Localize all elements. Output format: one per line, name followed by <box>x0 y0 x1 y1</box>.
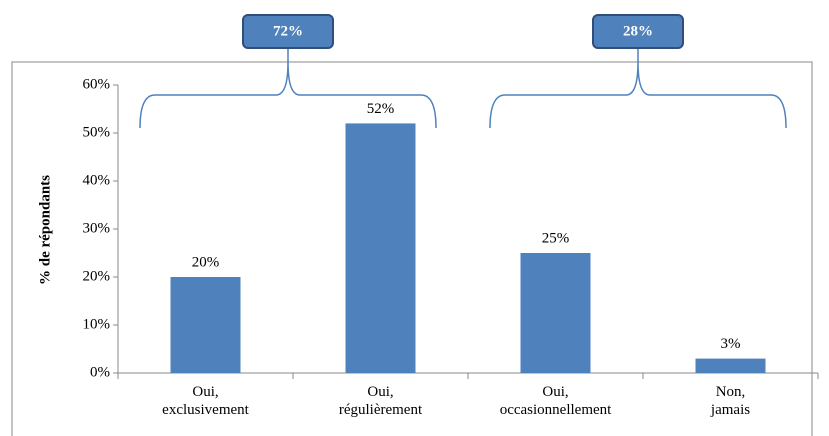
bracket <box>489 61 787 129</box>
y-tick-label: 50% <box>83 124 111 140</box>
y-tick-label: 20% <box>83 268 111 284</box>
bracket <box>139 61 437 129</box>
bar <box>345 123 416 374</box>
y-axis-label: % de répondants <box>37 175 53 285</box>
value-label: 52% <box>367 101 395 117</box>
annotation-box <box>242 14 334 49</box>
y-tick-label: 10% <box>83 316 111 332</box>
y-tick-label: 0% <box>90 364 110 380</box>
annotation-box <box>592 14 684 49</box>
y-tick-label: 30% <box>83 220 111 236</box>
annotation-label: 28% <box>623 23 653 39</box>
chart-frame <box>11 61 813 436</box>
x-tick-label: Oui, exclusivement <box>162 384 249 418</box>
x-tick-label: Oui, occasionnellement <box>500 384 612 418</box>
y-tick-label: 60% <box>83 76 111 92</box>
bar <box>520 253 591 373</box>
bar <box>170 277 241 373</box>
value-label: 20% <box>192 254 220 270</box>
bar <box>695 358 766 373</box>
x-tick-label: Oui, régulièrement <box>339 384 423 418</box>
value-label: 25% <box>542 230 570 246</box>
value-label: 3% <box>721 336 741 352</box>
x-tick-label: Non, jamais <box>710 384 750 418</box>
annotation-label: 72% <box>273 23 303 39</box>
y-tick-label: 40% <box>83 172 111 188</box>
